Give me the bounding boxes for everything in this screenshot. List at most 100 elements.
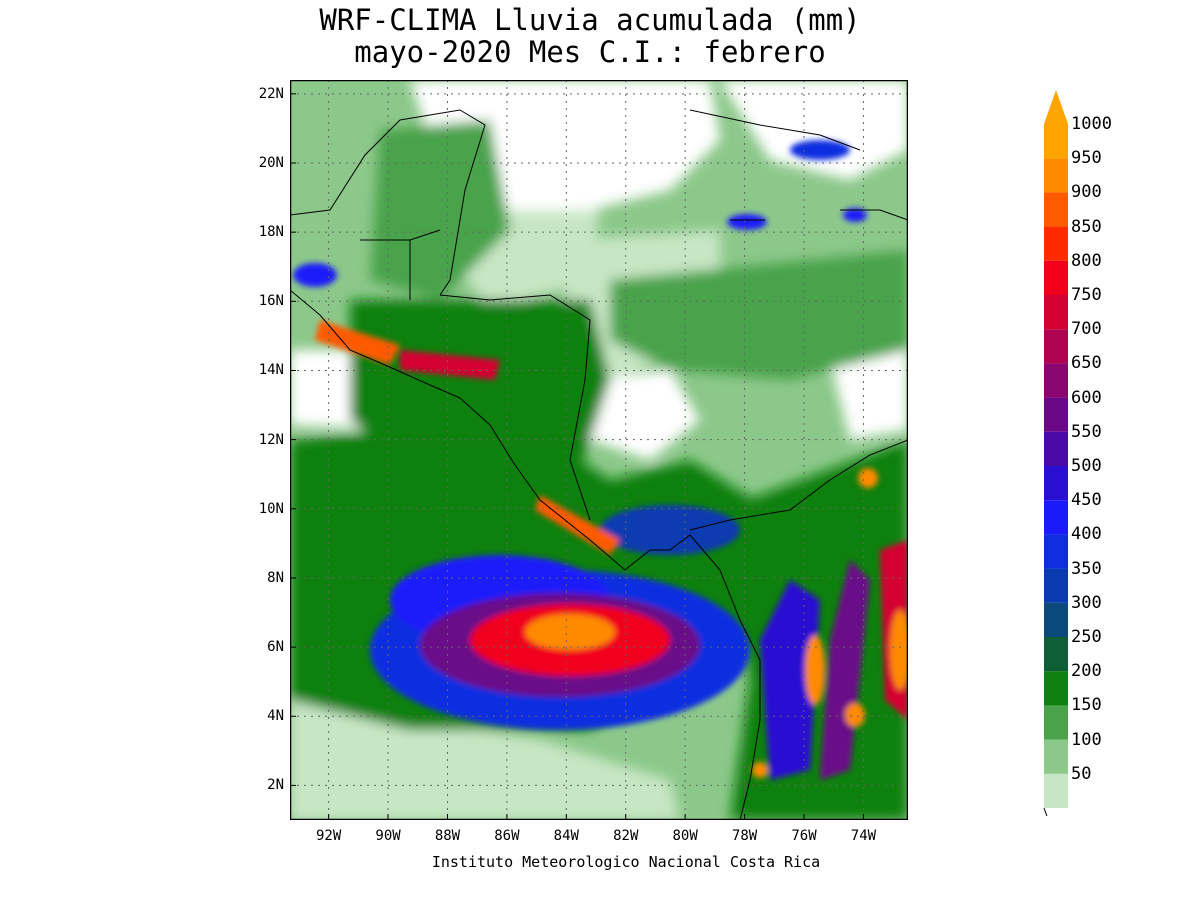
lat-tick-label: 8N (267, 569, 284, 586)
legend-swatch (1044, 705, 1068, 740)
dry-area-east (830, 350, 908, 440)
legend-label: 800 (1071, 250, 1102, 271)
rain-colombia-orange-4 (845, 703, 865, 727)
coast-hispaniola (840, 209, 908, 221)
legend-swatch (1044, 773, 1068, 808)
color-legend (1043, 90, 1068, 816)
map-frame (290, 80, 908, 820)
legend-swatch (1044, 397, 1068, 432)
rain-guatemala (315, 320, 400, 365)
coast-mexico-pacific (290, 289, 461, 399)
lat-tick-label: 16N (258, 293, 284, 310)
light-band-south (290, 700, 680, 820)
rain-costa-rica (535, 495, 620, 555)
lat-tick-label: 6N (267, 639, 284, 656)
lon-tick-label: 80W (672, 828, 698, 844)
legend-swatch (1044, 500, 1068, 535)
rain-hispaniola (843, 208, 867, 222)
lon-tick-label: 86W (494, 828, 520, 844)
lon-tick-label: 82W (613, 828, 639, 844)
lon-tick-label: 90W (375, 828, 401, 844)
legend-label: 150 (1071, 695, 1102, 716)
borders (360, 229, 441, 300)
lat-tick-label: 4N (267, 708, 284, 725)
legend-swatch (1044, 158, 1068, 193)
lat-tick-label: 18N (258, 224, 284, 241)
coast-central-america-pacific (459, 397, 691, 571)
legend-arrow-top (1044, 90, 1068, 124)
green-caribbean (610, 250, 908, 380)
legend-label: 650 (1071, 353, 1102, 374)
map-canvas (290, 80, 908, 820)
legend-swatch (1044, 671, 1068, 706)
coast-cuba (689, 109, 861, 151)
map-title: WRF-CLIMA Lluvia acumulada (mm) (319, 3, 861, 37)
lat-tick-label: 2N (267, 777, 284, 794)
lat-tick-label: 22N (258, 85, 284, 102)
rain-colombia-orange-5 (752, 762, 768, 778)
legend-swatch (1044, 329, 1068, 364)
coastlines (290, 109, 908, 820)
legend-label: 400 (1071, 524, 1102, 545)
dry-area-caribbean-north (720, 80, 908, 180)
legend-label: 600 (1071, 387, 1102, 408)
lat-tick-label: 20N (258, 154, 284, 171)
legend-label: 900 (1071, 182, 1102, 203)
legend-swatch (1044, 568, 1068, 603)
coast-caribbean-ca (439, 294, 591, 521)
legend-label: 950 (1071, 148, 1102, 169)
legend-swatch (1044, 192, 1068, 227)
legend-swatch (1044, 260, 1068, 295)
rain-colombia-andes (820, 560, 870, 780)
rain-colombia-orange-1 (805, 635, 825, 705)
legend-swatch (1044, 295, 1068, 330)
dry-area-caribbean-center (590, 370, 700, 460)
legend-swatch (1044, 637, 1068, 672)
lat-gridlines (290, 93, 908, 786)
legend-swatch (1044, 466, 1068, 501)
legend-label: 100 (1071, 729, 1102, 750)
legend-swatch (1044, 363, 1068, 398)
legend-arrow-bottom (1043, 807, 1048, 816)
legend-swatch (1044, 534, 1068, 569)
rain-colombia-orange-3 (858, 468, 878, 488)
lon-tick-label: 84W (553, 828, 579, 844)
legend-label: 250 (1071, 627, 1102, 647)
rain-colombia-orange-2 (890, 610, 908, 690)
lat-tick-label: 10N (258, 500, 284, 517)
rain-core-orange (525, 614, 615, 650)
legend-swatch (1044, 226, 1068, 261)
legend-swatch (1044, 602, 1068, 637)
legend-label: 350 (1071, 558, 1102, 579)
lon-tick-label: 92W (315, 828, 342, 844)
lon-tick-label: 88W (434, 828, 461, 844)
legend-label: 450 (1071, 490, 1102, 511)
legend-label: 1000 (1071, 114, 1112, 134)
lat-tick-label: 12N (258, 431, 284, 448)
legend-swatch (1044, 739, 1068, 774)
coast-yucatan (290, 109, 486, 296)
lon-tick-label: 78W (731, 828, 758, 844)
legend-label: 300 (1071, 592, 1102, 613)
rain-honduras (400, 350, 500, 380)
legend-label: 200 (1071, 661, 1102, 682)
map-subtitle: mayo-2020 Mes C.I.: febrero (354, 35, 826, 69)
rain-chiapas (293, 263, 337, 287)
rain-colombia-west (760, 580, 820, 780)
green-yucatan (370, 120, 510, 300)
coast-colombia-caribbean (689, 439, 908, 531)
precipitation-map (290, 80, 908, 820)
lon-tick-label: 74W (850, 828, 877, 844)
legend-label: 850 (1071, 216, 1102, 237)
legend-label: 700 (1071, 319, 1102, 340)
rain-cuba (790, 140, 850, 160)
legend-swatch (1044, 124, 1068, 159)
coast-colombia-pacific (689, 534, 761, 820)
map-ticks (290, 93, 864, 820)
legend-label: 550 (1071, 421, 1102, 442)
legend-label: 500 (1071, 456, 1102, 476)
rain-jamaica (727, 214, 767, 230)
border-belize (409, 229, 441, 241)
legend-label: 750 (1071, 285, 1102, 305)
credit-line: Instituto Meteorologico Nacional Costa R… (431, 853, 821, 871)
